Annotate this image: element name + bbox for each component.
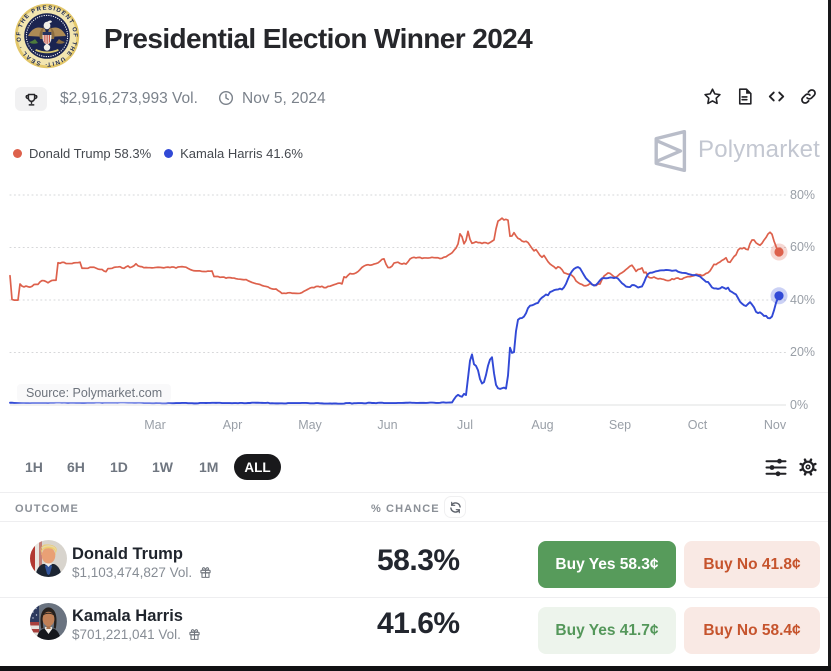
- bookmark-star-icon[interactable]: [703, 87, 722, 106]
- range-button-1h[interactable]: 1H: [25, 459, 43, 475]
- y-tick-label: 80%: [790, 188, 816, 202]
- range-button-all-selected[interactable]: ALL: [234, 454, 281, 480]
- x-tick-label: Mar: [144, 418, 166, 432]
- chart-source-label: Source: Polymarket.com: [17, 384, 172, 402]
- buy-no-button-trump[interactable]: Buy No 41.8¢: [684, 541, 820, 588]
- embed-code-icon[interactable]: [767, 87, 786, 106]
- rules-document-icon[interactable]: [735, 87, 754, 106]
- outcome-row-trump: Donald Trump $1,103,474,827 Vol. 58.3% B…: [0, 522, 831, 598]
- clock-icon: [218, 90, 234, 106]
- x-tick-label: Jun: [377, 418, 398, 432]
- chart-toolbar: 1H 6H 1D 1W 1M ALL: [0, 452, 831, 482]
- outcome-volume-text: $1,103,474,827 Vol.: [72, 565, 193, 580]
- range-button-6h[interactable]: 6H: [67, 459, 85, 475]
- outcome-column-header: OUTCOME: [15, 503, 79, 515]
- trump-avatar: [30, 540, 67, 577]
- legend-label-harris: Kamala Harris 41.6%: [180, 146, 303, 161]
- buy-yes-button-harris[interactable]: Buy Yes 41.7¢: [538, 607, 676, 654]
- y-tick-label: 20%: [790, 345, 816, 359]
- chance-value: 58.3%: [377, 544, 460, 577]
- buy-yes-button-trump[interactable]: Buy Yes 58.3¢: [538, 541, 676, 588]
- page-title: Presidential Election Winner 2024: [104, 23, 533, 54]
- gift-icon: [200, 567, 211, 578]
- outcome-volume-text: $701,221,041 Vol.: [72, 627, 181, 642]
- harris-avatar: [30, 603, 67, 640]
- outcome-volume: $701,221,041 Vol.: [72, 627, 201, 642]
- range-button-1w[interactable]: 1W: [152, 459, 173, 475]
- chart-legend: Donald Trump 58.3% Kamala Harris 41.6%: [13, 146, 303, 161]
- outcome-volume: $1,103,474,827 Vol.: [72, 565, 212, 580]
- gift-icon: [189, 629, 200, 640]
- copy-link-icon[interactable]: [799, 87, 818, 106]
- refresh-icon[interactable]: [444, 496, 466, 518]
- y-tick-label: 0%: [790, 398, 809, 412]
- x-tick-label: Jul: [457, 418, 473, 432]
- price-history-chart[interactable]: Source: Polymarket.com: [0, 183, 831, 415]
- outcome-name: Kamala Harris: [72, 607, 183, 625]
- outcome-name: Donald Trump: [72, 545, 183, 563]
- x-tick-label: May: [298, 418, 322, 432]
- window-frame-right: [828, 0, 831, 671]
- chance-column-header: % CHANCE: [371, 503, 440, 515]
- chart-settings-sliders-icon[interactable]: [765, 458, 787, 477]
- outcome-row-harris: Kamala Harris $701,221,041 Vol. 41.6% Bu…: [0, 598, 831, 666]
- y-tick-label: 60%: [790, 240, 816, 254]
- buy-no-button-harris[interactable]: Buy No 58.4¢: [684, 607, 820, 654]
- header-actions: [703, 87, 818, 106]
- gear-icon[interactable]: [798, 457, 818, 477]
- x-tick-label: Sep: [608, 418, 632, 432]
- legend-dot-harris: [164, 149, 174, 158]
- chart-canvas[interactable]: [0, 183, 831, 415]
- legend-dot-trump: [13, 149, 22, 158]
- x-tick-label: Nov: [763, 418, 787, 432]
- x-tick-label: Oct: [687, 418, 708, 432]
- chance-value: 41.6%: [377, 607, 460, 640]
- polymarket-watermark: Polymarket: [654, 129, 821, 173]
- end-date-text: Nov 5, 2024: [242, 90, 326, 107]
- x-tick-label: Aug: [531, 418, 554, 432]
- outcome-table-header: OUTCOME % CHANCE: [0, 492, 831, 522]
- market-meta-row: $2,916,273,993 Vol. Nov 5, 2024: [0, 85, 831, 113]
- x-tick-label: Apr: [222, 418, 243, 432]
- polymarket-wordmark: Polymarket: [698, 136, 821, 163]
- volume-text: $2,916,273,993 Vol.: [60, 90, 198, 107]
- legend-label-trump: Donald Trump 58.3%: [29, 146, 152, 161]
- trophy-icon: [15, 87, 47, 111]
- range-button-1d[interactable]: 1D: [110, 459, 128, 475]
- polymarket-logo-icon: [654, 129, 687, 173]
- window-frame-bottom: [0, 666, 831, 671]
- range-button-1m[interactable]: 1M: [199, 459, 219, 475]
- presidential-seal-logo: · SEAL · OF THE PRESIDENT OF THE UNITED …: [11, 0, 80, 69]
- y-tick-label: 40%: [790, 293, 816, 307]
